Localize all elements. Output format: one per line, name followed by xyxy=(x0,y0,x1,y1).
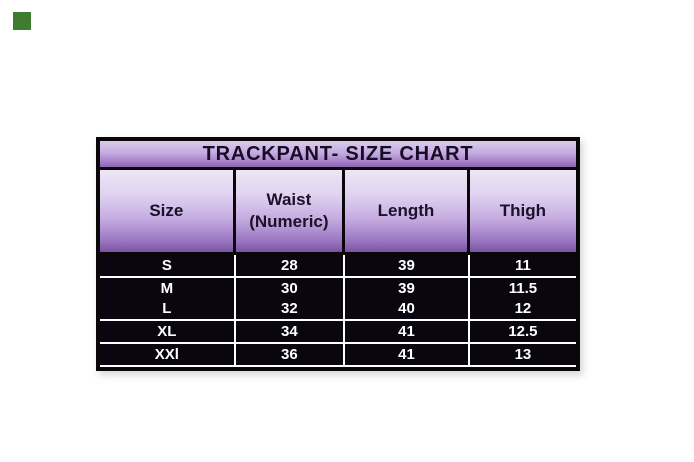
column-header-thigh: Thigh xyxy=(469,170,576,252)
green-square-mark xyxy=(13,12,31,30)
column-header-waist: Waist (Numeric) xyxy=(235,170,346,252)
column-header-thigh-label: Thigh xyxy=(499,200,547,220)
column-header-waist-line1: Waist xyxy=(266,189,312,209)
waist-cell: 32 xyxy=(236,298,346,320)
table-body: S 28 39 11 M 30 39 11.5 L 32 40 12 XL 34… xyxy=(100,255,576,367)
size-cell: L xyxy=(100,298,236,320)
table-row-m: M 30 39 11.5 xyxy=(100,277,576,299)
thigh-cell: 11 xyxy=(514,256,531,274)
size-chart-table: TRACKPANT- SIZE CHART Size Waist (Numeri… xyxy=(96,137,580,371)
column-header-size: Size xyxy=(100,170,236,252)
waist-cell: 36 xyxy=(236,344,346,365)
size-cell: XXl xyxy=(100,344,236,365)
column-header-size-label: Size xyxy=(149,200,184,220)
table-row-l: L 32 40 12 xyxy=(100,298,576,322)
length-cell: 39 xyxy=(345,255,470,276)
waist-cell: 34 xyxy=(236,321,346,343)
table-row-s: S 28 39 11 xyxy=(100,255,576,278)
thigh-cell: 11.5 xyxy=(508,279,538,297)
table-row-xxl: XXl 36 41 13 xyxy=(100,344,576,367)
length-cell: 41 xyxy=(345,344,470,365)
waist-cell: 28 xyxy=(236,255,346,276)
thigh-cell: 12.5 xyxy=(508,323,538,341)
column-header-length-label: Length xyxy=(377,200,435,220)
length-cell: 40 xyxy=(345,298,470,320)
length-cell: 41 xyxy=(345,321,470,343)
column-header-waist-line2: (Numeric) xyxy=(249,212,329,231)
size-cell: S xyxy=(100,255,236,276)
size-cell: XL xyxy=(100,321,236,343)
thigh-cell: 13 xyxy=(514,346,532,364)
length-cell: 39 xyxy=(345,277,470,299)
table-row-xl: XL 34 41 12.5 xyxy=(100,321,576,345)
size-cell: M xyxy=(100,277,236,299)
waist-cell: 30 xyxy=(236,277,346,299)
column-header-length: Length xyxy=(345,170,470,252)
thigh-cell: 12 xyxy=(514,300,532,318)
table-header-row: Size Waist (Numeric) Length Thigh xyxy=(100,170,576,255)
size-chart-title: TRACKPANT- SIZE CHART xyxy=(100,141,576,170)
